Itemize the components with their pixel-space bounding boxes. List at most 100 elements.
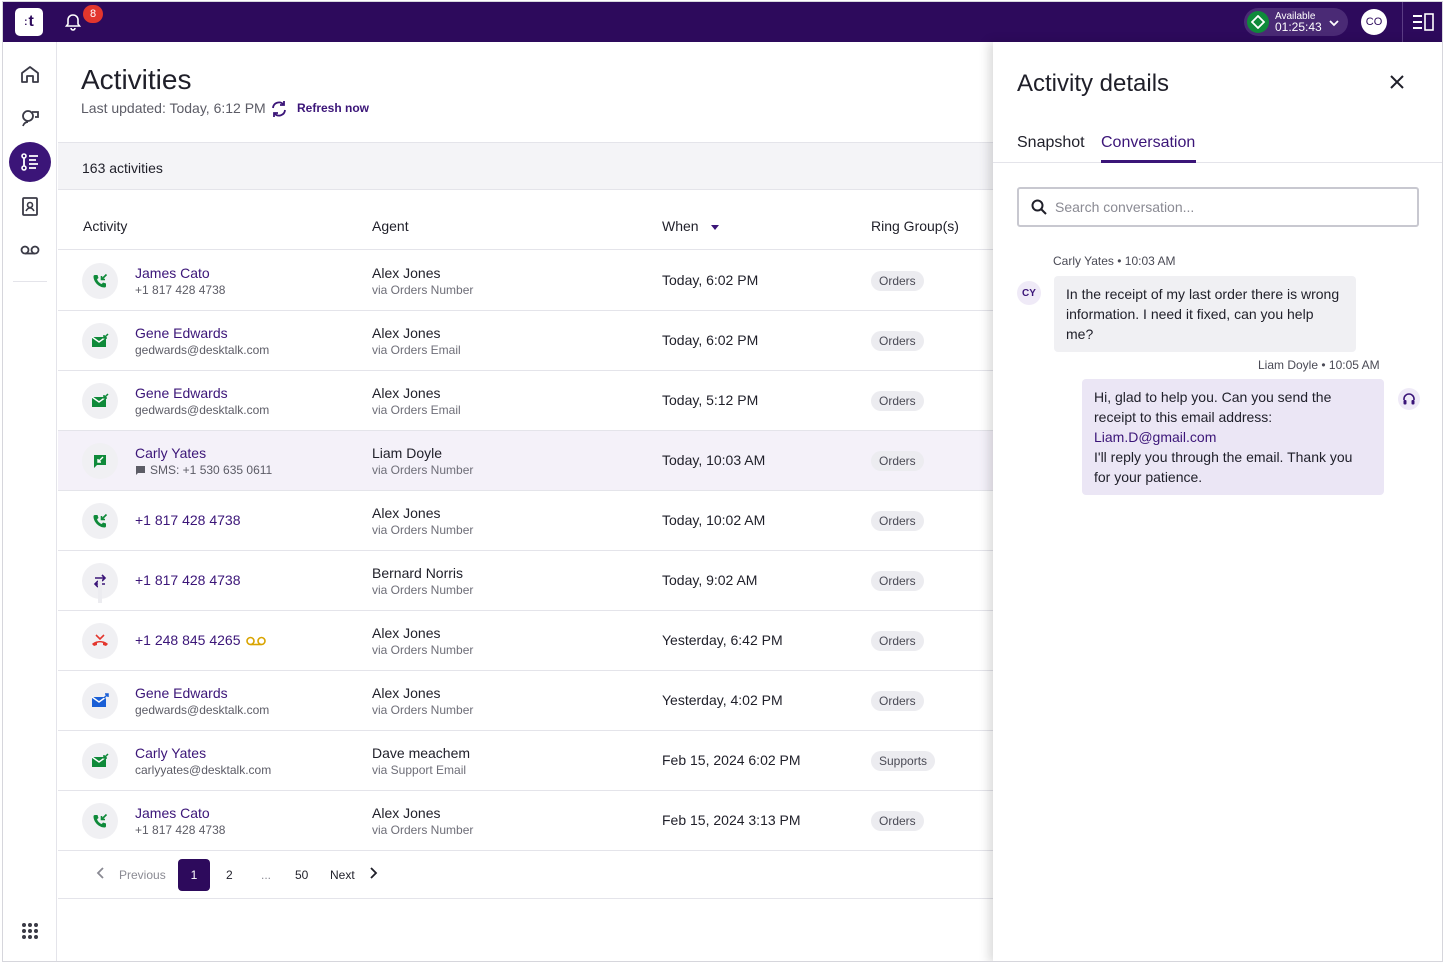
ring-group-tag: Orders (871, 451, 924, 471)
previous-page-button[interactable]: Previous (119, 868, 166, 882)
chevron-right-icon[interactable] (367, 866, 379, 883)
ring-group-tag: Orders (871, 271, 924, 291)
incoming-call-icon (82, 503, 118, 539)
message-meta: Carly Yates • 10:03 AM (1053, 254, 1176, 268)
table-row[interactable]: +1 817 428 4738 Alex Jones via Orders Numb… (58, 491, 998, 551)
voicemail-icon (245, 636, 266, 646)
table-row[interactable]: +1 248 845 4265 Alex Jones via Orders Numb… (58, 611, 998, 671)
agent-name: Alex Jones (372, 325, 441, 341)
agent-channel: via Orders Email (372, 343, 461, 357)
contact-detail-text: gedwards@desktalk.com (135, 403, 270, 417)
activities-main: Activities Last updated: Today, 6:12 PM … (58, 42, 998, 961)
rail-divider (13, 281, 47, 282)
activity-time: Today, 6:02 PM (662, 332, 759, 348)
contact-name-link[interactable]: Gene Edwards (135, 685, 228, 701)
contact-name-link[interactable]: Carly Yates (135, 445, 206, 461)
table-row[interactable]: James Cato +1 817 428 4738 Alex Jones via O… (58, 791, 998, 851)
table-row[interactable]: +1 817 428 4738 Bernard Norris via Orders … (58, 551, 998, 611)
left-nav-rail (3, 42, 57, 961)
agent-name: Alex Jones (372, 685, 441, 701)
next-page-button[interactable]: Next (330, 868, 355, 882)
activities-icon[interactable] (9, 142, 51, 182)
agent-name: Dave meachem (372, 745, 471, 761)
availability-status-dropdown[interactable]: Available 01:25:43 (1244, 8, 1348, 36)
contact-name: +1 248 845 4265 (135, 632, 241, 648)
contacts-icon[interactable] (9, 186, 51, 226)
agent-name: Alex Jones (372, 625, 441, 641)
divider (1402, 2, 1403, 42)
activity-time: Feb 15, 2024 3:13 PM (662, 812, 801, 828)
contact-name-link[interactable]: +1 817 428 4738 (135, 572, 241, 588)
activity-time: Yesterday, 4:02 PM (662, 692, 783, 708)
column-header-activity[interactable]: Activity (83, 218, 128, 234)
contact-detail: gedwards@desktalk.com (135, 343, 269, 357)
available-status-icon (1247, 11, 1269, 33)
tab-conversation[interactable]: Conversation (1101, 134, 1196, 151)
notification-badge: 8 (83, 5, 103, 23)
side-panel-toggle-icon[interactable] (1412, 13, 1434, 36)
pagination-ellipsis: ... (261, 868, 272, 882)
agent-channel: via Orders Number (372, 643, 474, 657)
table-header: Activity Agent When Ring Group(s) (58, 214, 998, 250)
contact-name-link[interactable]: Gene Edwards (135, 385, 228, 401)
table-row[interactable]: Gene Edwards gedwards@desktalk.com Alex Jo… (58, 371, 998, 431)
contact-name-link[interactable]: Gene Edwards (135, 325, 228, 341)
incoming-email-icon (82, 383, 118, 419)
app-window: :t 8 Available 01:25:43 CO (2, 1, 1443, 962)
contact-detail-text: +1 817 428 4738 (135, 823, 226, 837)
thread-connector (98, 579, 102, 603)
contact-detail-text: gedwards@desktalk.com (135, 343, 270, 357)
user-avatar[interactable]: CO (1361, 9, 1387, 35)
contact-name: James Cato (135, 265, 210, 281)
contact-name: James Cato (135, 805, 210, 821)
activity-time: Feb 15, 2024 6:02 PM (662, 752, 801, 768)
incoming-email-icon (82, 743, 118, 779)
contact-name-link[interactable]: +1 248 845 4265 (135, 632, 267, 648)
ring-group-tag: Orders (871, 331, 924, 351)
bell-icon[interactable] (63, 12, 83, 32)
column-header-when[interactable]: When (662, 218, 719, 234)
table-row[interactable]: James Cato +1 817 428 4738 Alex Jones via O… (58, 251, 998, 311)
table-row[interactable]: Carly Yates SMS: +1 530 635 0611 Liam Doyl… (58, 431, 998, 491)
ring-group-tag: Orders (871, 391, 924, 411)
voicemail-icon[interactable] (9, 230, 51, 270)
ring-group-tag: Orders (871, 631, 924, 651)
app-logo[interactable]: :t (15, 8, 43, 36)
activity-time: Today, 6:02 PM (662, 272, 759, 288)
tab-snapshot[interactable]: Snapshot (1017, 134, 1085, 151)
home-icon[interactable] (9, 54, 51, 94)
activities-count: 163 activities (82, 160, 163, 176)
last-updated-text: Last updated: Today, 6:12 PM (81, 100, 266, 116)
details-tabs: Snapshot Conversation (993, 122, 1442, 163)
active-tab-indicator (1101, 160, 1196, 163)
contact-name-link[interactable]: Carly Yates (135, 745, 206, 761)
chevron-left-icon[interactable] (95, 866, 107, 883)
page-1-button[interactable]: 1 (178, 859, 210, 891)
search-conversation-input[interactable] (1055, 189, 1410, 225)
message-text: Hi, glad to help you. Can you send the r… (1094, 389, 1332, 425)
table-row[interactable]: Gene Edwards gedwards@desktalk.com Alex Jo… (58, 671, 998, 731)
activity-time: Today, 10:02 AM (662, 512, 766, 528)
apps-grid-icon[interactable] (21, 922, 39, 945)
contact-name: Gene Edwards (135, 385, 228, 401)
close-icon[interactable] (1389, 74, 1405, 95)
contact-name-link[interactable]: James Cato (135, 805, 210, 821)
email-link[interactable]: Liam.D@gmail.com (1094, 429, 1217, 445)
table-row[interactable]: Carly Yates carlyyates@desktalk.com Dave m… (58, 731, 998, 791)
page-2-button[interactable]: 2 (226, 868, 233, 882)
conversations-icon[interactable] (9, 98, 51, 138)
contact-name-link[interactable]: James Cato (135, 265, 210, 281)
refresh-icon[interactable] (269, 99, 289, 124)
contact-name-link[interactable]: +1 817 428 4738 (135, 512, 241, 528)
table-row[interactable]: Gene Edwards gedwards@desktalk.com Alex Jo… (58, 311, 998, 371)
contact-detail: SMS: +1 530 635 0611 (135, 463, 272, 477)
column-header-agent[interactable]: Agent (372, 218, 409, 234)
missed-call-icon (82, 623, 118, 659)
ring-group-tag: Orders (871, 691, 924, 711)
column-header-ring-groups[interactable]: Ring Group(s) (871, 218, 959, 234)
contact-detail: gedwards@desktalk.com (135, 403, 269, 417)
page-50-button[interactable]: 50 (295, 868, 309, 882)
agent-channel: via Orders Number (372, 583, 474, 597)
contact-detail-text: gedwards@desktalk.com (135, 703, 270, 717)
refresh-now-link[interactable]: Refresh now (297, 101, 370, 115)
